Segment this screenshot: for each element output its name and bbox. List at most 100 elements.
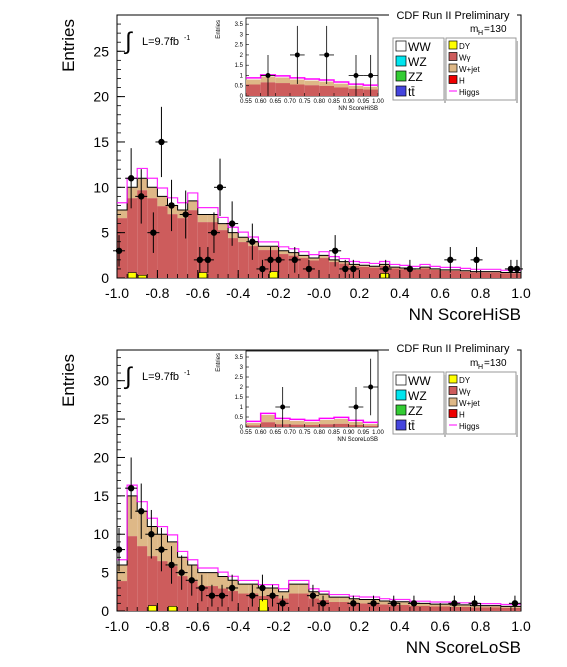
bar-wjet [258, 246, 269, 251]
data-point [158, 138, 165, 146]
x-axis-title: NN ScoreHiSB [409, 305, 521, 324]
integral-symbol: ∫ [123, 28, 133, 55]
x-tick-label: 0.6 [430, 618, 450, 634]
data-point [148, 531, 155, 538]
y-tick-label: 0 [101, 270, 109, 286]
data-point [309, 592, 317, 599]
bar-wjet [167, 541, 178, 567]
bar-wjet [510, 606, 521, 609]
legend-shadow-left [444, 41, 446, 103]
mass-value: =130 [484, 358, 507, 369]
bar-wjet [440, 604, 451, 607]
inset-bar-wjet [319, 420, 334, 425]
mass-subscript: H [478, 30, 483, 37]
inset-data-point [294, 52, 300, 58]
x-tick-label: -0.6 [186, 618, 210, 634]
bar-dy [198, 272, 208, 279]
x-axis-title: NN ScoreLoSB [406, 638, 521, 657]
x-tick-label: -0.2 [267, 618, 291, 634]
inset-y-tick-label: 3 [240, 32, 244, 38]
legend-swatch [395, 55, 407, 67]
bar-wgamma [490, 272, 501, 278]
inset-bar-wgamma [319, 424, 334, 427]
inset-bar-wjet [304, 422, 320, 425]
bar-wgamma [177, 218, 188, 278]
y-tick-label: 5 [101, 225, 109, 241]
data-point [204, 256, 212, 264]
x-tick-label: 1.0 [511, 285, 531, 301]
legend-shadow-right [516, 41, 518, 103]
bar-wgamma [359, 603, 370, 611]
mass-label: m [470, 358, 478, 369]
y-tick-label: 25 [93, 411, 109, 427]
data-point [350, 265, 357, 273]
bar-wgamma [228, 591, 239, 611]
inset-x-tick-label: 0.55 [240, 430, 252, 436]
bar-dy [168, 606, 177, 612]
bar-wjet [359, 599, 370, 604]
x-tick-label: -0.4 [226, 285, 250, 301]
bar-wjet [288, 252, 299, 256]
bar-wgamma [298, 593, 309, 611]
x-tick-label: -0.2 [267, 285, 291, 301]
bar-wgamma [510, 273, 521, 278]
data-point [182, 211, 189, 218]
bar-wgamma [389, 268, 400, 278]
x-tick-label: -1.0 [105, 618, 129, 634]
bar-wjet [430, 268, 441, 271]
inset-bar-wgamma [334, 423, 349, 427]
bar-wjet [359, 265, 370, 267]
bar-wgamma [197, 586, 208, 611]
data-point [275, 256, 282, 264]
legend-swatch [448, 52, 458, 61]
inset-bar-wgamma [304, 85, 320, 96]
inset-x-tick-label: 1.00 [372, 99, 384, 105]
data-point [291, 256, 298, 264]
data-point [138, 193, 145, 200]
data-point [410, 600, 418, 607]
inset-x-tick-label: 0.75 [299, 430, 311, 436]
bar-wjet [197, 572, 208, 587]
bar-wjet [420, 603, 431, 607]
bar-wgamma [480, 272, 491, 278]
legend-label: ZZ [408, 404, 423, 418]
inset-y-tick-label: 0.5 [235, 415, 244, 421]
inset-x-axis-title: NN ScoreLoSB [337, 437, 378, 443]
inset-x-tick-label: 0.95 [357, 99, 369, 105]
legend-label: WW [408, 374, 431, 388]
bar-wjet [117, 209, 128, 219]
y-tick-label: 20 [93, 449, 109, 465]
bar-wgamma [177, 576, 188, 611]
bar-wgamma [298, 258, 309, 278]
bar-wgamma [127, 198, 138, 278]
bar-wgamma [389, 605, 400, 611]
bar-wjet [258, 587, 269, 597]
bar-wjet [399, 601, 410, 606]
y-tick-label: 0 [101, 603, 109, 619]
inset-y-tick-label: 0.5 [235, 84, 244, 90]
bar-wgamma [117, 581, 128, 611]
inset-x-tick-label: 0.85 [328, 430, 340, 436]
bar-wgamma [288, 593, 299, 611]
bar-wjet [288, 584, 299, 594]
data-point [127, 175, 135, 182]
bar-wjet [167, 205, 178, 215]
title-box [389, 9, 517, 21]
bar-wgamma [207, 222, 218, 278]
bar-wgamma [329, 262, 340, 278]
bar-wgamma [117, 218, 128, 278]
legend-swatch [448, 75, 458, 84]
data-point [279, 600, 286, 607]
bar-wjet [137, 178, 148, 191]
data-point [342, 265, 349, 273]
inset-y-axis-title: Entries [216, 353, 222, 372]
legend-label: H [459, 77, 465, 86]
x-tick-label: -0.6 [186, 285, 210, 301]
inset-bar-wjet [304, 80, 320, 86]
x-tick-label: 0.4 [390, 618, 410, 634]
legend-label: Higgs [459, 88, 479, 97]
y-axis-title: Entries [59, 354, 78, 407]
integral-symbol: ∫ [123, 363, 133, 390]
y-tick-label: 30 [93, 373, 109, 389]
data-point [406, 265, 414, 273]
